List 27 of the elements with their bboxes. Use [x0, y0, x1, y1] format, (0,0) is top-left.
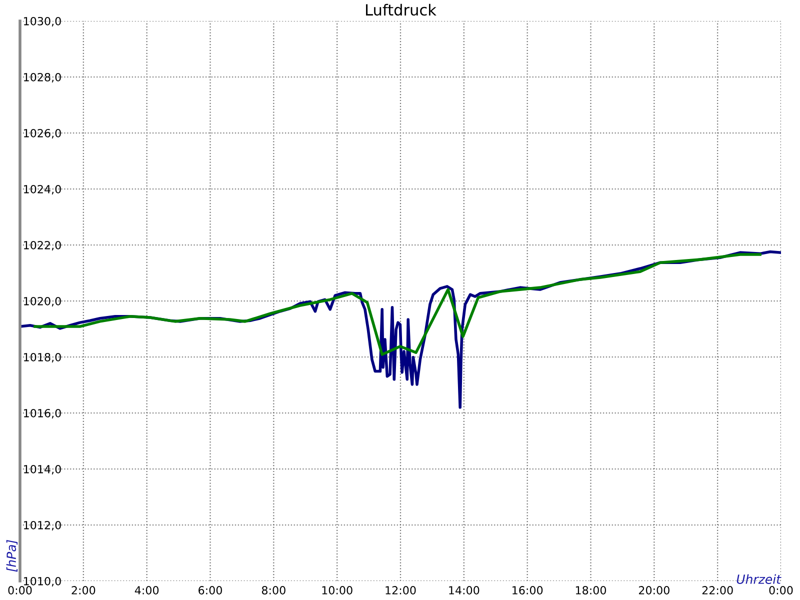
- y-tick-label: 1010,0: [24, 576, 61, 587]
- x-tick-label: 8:00: [262, 586, 286, 594]
- y-tick-label: 1016,0: [24, 408, 61, 419]
- x-tick-label: 4:00: [134, 586, 159, 594]
- x-tick-label: 14:00: [449, 586, 480, 594]
- y-axis-title: [hPa]: [6, 540, 18, 572]
- y-tick-label: 1012,0: [24, 520, 61, 531]
- y-tick-label: 1020,0: [24, 296, 61, 307]
- x-tick-label: 16:00: [512, 586, 543, 594]
- x-tick-label: 12:00: [386, 586, 416, 594]
- y-tick-label: 1018,0: [24, 352, 61, 363]
- y-tick-label: 1014,0: [24, 464, 61, 475]
- y-tick-label: 1030,0: [24, 16, 61, 27]
- y-tick-label: 1028,0: [24, 72, 61, 83]
- x-axis-title: Uhrzeit: [736, 574, 782, 584]
- x-tick-label: 10:00: [322, 586, 352, 594]
- y-tick-label: 1024,0: [24, 184, 61, 195]
- x-tick-label: 6:00: [198, 586, 222, 594]
- x-tick-label: 20:00: [638, 586, 670, 594]
- y-tick-label: 1026,0: [24, 128, 61, 139]
- chart-title: Luftdruck: [366, 4, 436, 16]
- y-tick-label: 1022,0: [24, 240, 61, 251]
- x-tick-label: 0:00: [769, 586, 793, 594]
- x-tick-label: 2:00: [72, 586, 96, 594]
- x-tick-label: 0:00: [8, 586, 32, 594]
- x-tick-label: 22:00: [702, 586, 733, 594]
- x-tick-label: 18:00: [576, 586, 606, 594]
